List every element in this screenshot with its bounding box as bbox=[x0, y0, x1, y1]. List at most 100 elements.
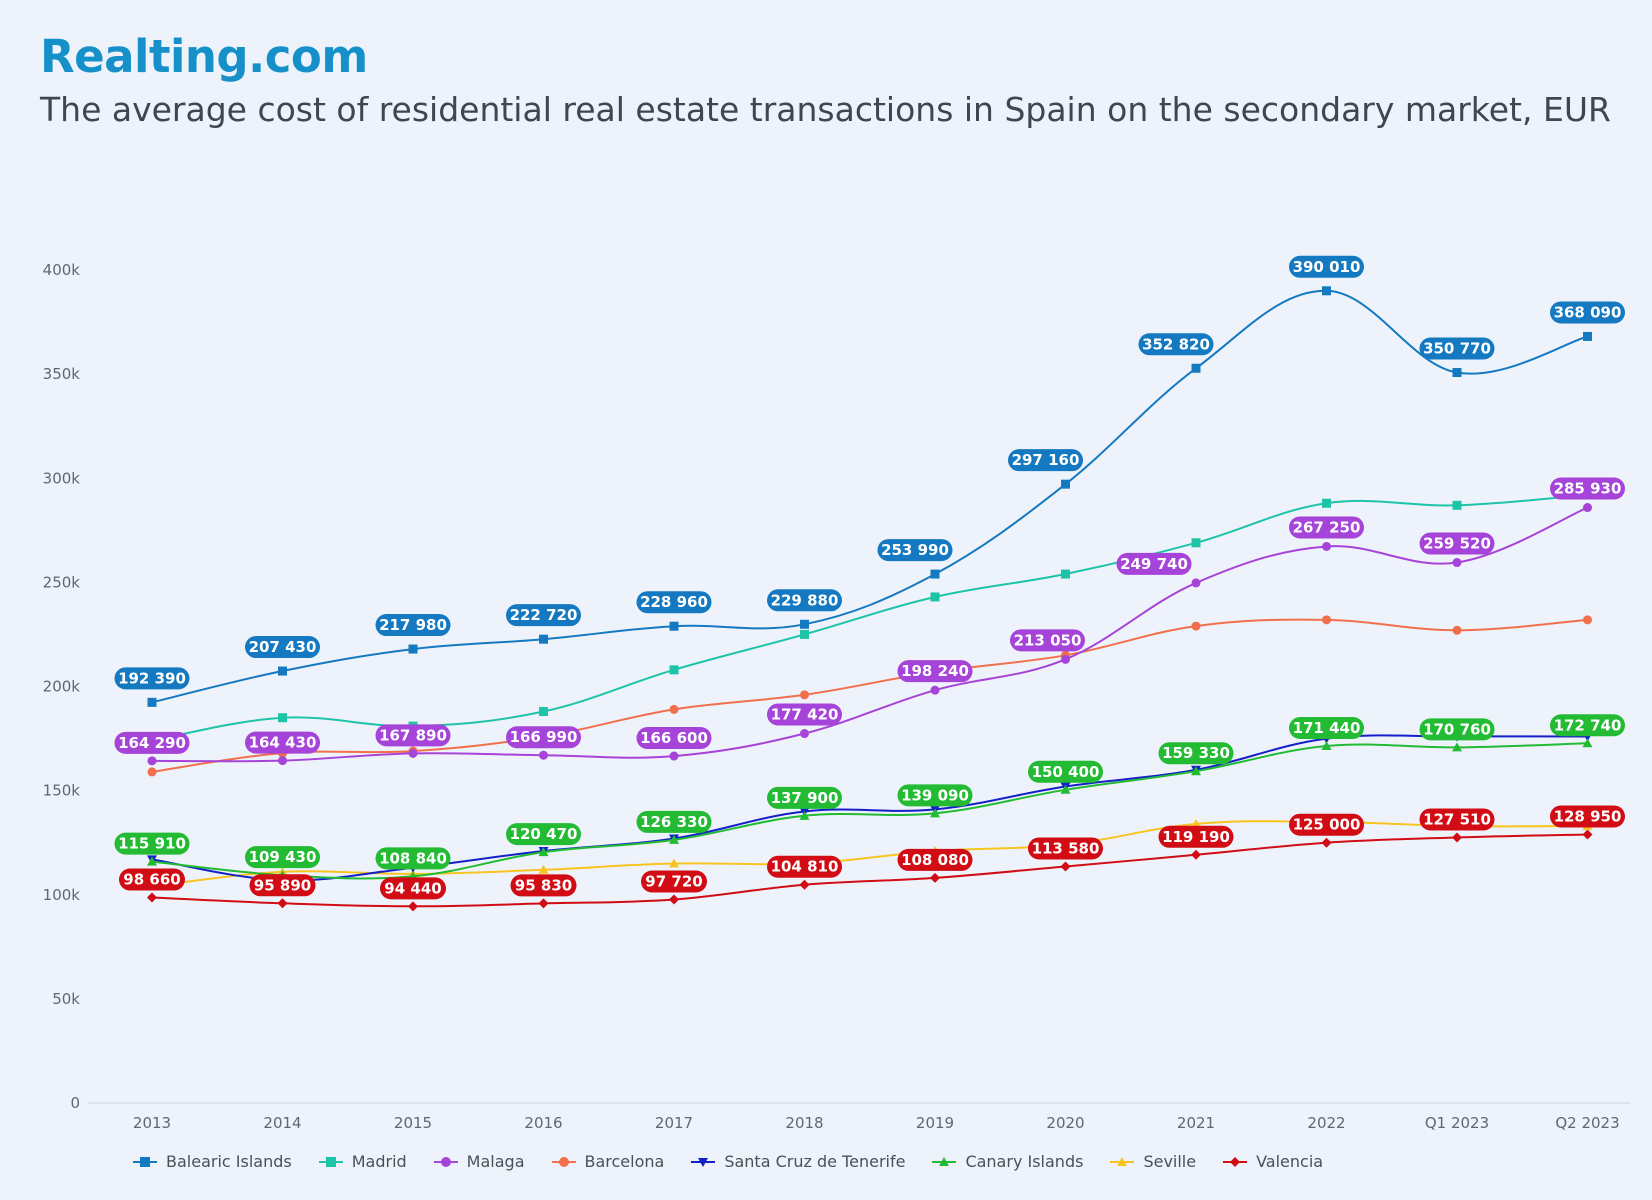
series-line bbox=[151, 506, 1588, 763]
data-label: 120 470 bbox=[506, 823, 581, 846]
series-malaga bbox=[147, 503, 1592, 766]
data-label-bg bbox=[1419, 808, 1495, 831]
data-point bbox=[1452, 368, 1462, 378]
data-point bbox=[539, 750, 548, 760]
data-label-text: 297 160 bbox=[1012, 451, 1080, 469]
data-label-text: 98 660 bbox=[123, 871, 180, 889]
data-label: 259 520 bbox=[1419, 532, 1495, 555]
data-label-bg bbox=[114, 667, 190, 690]
data-label: 150 400 bbox=[1028, 760, 1103, 783]
data-label-text: 253 990 bbox=[881, 541, 949, 559]
legend-label: Valencia bbox=[1256, 1152, 1324, 1171]
data-label-text: 171 440 bbox=[1293, 719, 1361, 737]
data-point bbox=[1191, 538, 1201, 548]
legend-item[interactable]: Balearic Islands bbox=[132, 1152, 292, 1171]
data-label-text: 108 080 bbox=[901, 851, 969, 869]
data-label-bg bbox=[1138, 333, 1214, 356]
legend-item[interactable]: Valencia bbox=[1222, 1152, 1323, 1171]
data-label: 285 930 bbox=[1550, 477, 1625, 500]
data-label: 192 390 bbox=[114, 667, 190, 690]
data-point bbox=[930, 685, 940, 695]
legend-label: Seville bbox=[1143, 1152, 1197, 1171]
data-label-text: 249 740 bbox=[1120, 555, 1188, 573]
x-tick-label: Q1 2023 bbox=[1425, 1114, 1489, 1132]
data-label-bg bbox=[897, 660, 973, 683]
legend-item[interactable]: Canary Islands bbox=[931, 1152, 1083, 1171]
data-point bbox=[669, 858, 679, 868]
legend-swatch-icon bbox=[433, 1156, 458, 1167]
x-tick-label: 2018 bbox=[785, 1114, 823, 1132]
data-point bbox=[930, 592, 940, 602]
legend-item[interactable]: Malaga bbox=[433, 1152, 525, 1171]
data-label: 229 880 bbox=[767, 589, 842, 612]
data-point bbox=[147, 856, 157, 866]
data-label-bg bbox=[119, 868, 185, 891]
legend-item[interactable]: Seville bbox=[1109, 1152, 1196, 1171]
data-label-bg bbox=[375, 724, 451, 747]
series-line bbox=[151, 820, 1588, 888]
data-point bbox=[538, 847, 549, 857]
data-label: 171 440 bbox=[1289, 716, 1364, 739]
x-tick-label: 2016 bbox=[524, 1114, 562, 1132]
y-tick-label: 350k bbox=[43, 365, 81, 383]
data-label-bg bbox=[114, 832, 190, 855]
series-line bbox=[151, 618, 1588, 773]
data-label: 166 600 bbox=[636, 727, 712, 750]
data-point bbox=[669, 665, 679, 675]
data-label-bg bbox=[897, 784, 973, 807]
data-label-bg bbox=[1550, 477, 1625, 500]
x-tick-label: 2015 bbox=[394, 1114, 432, 1132]
data-point bbox=[1060, 861, 1071, 872]
data-point bbox=[1191, 363, 1201, 373]
data-point bbox=[930, 808, 940, 818]
data-label-text: 94 440 bbox=[384, 879, 441, 897]
data-label-text: 170 760 bbox=[1423, 720, 1491, 738]
data-label-bg bbox=[767, 589, 842, 612]
data-label-text: 368 090 bbox=[1554, 303, 1622, 321]
data-label-text: 192 390 bbox=[118, 669, 186, 687]
data-point bbox=[538, 898, 549, 909]
data-label: 177 420 bbox=[767, 703, 842, 726]
series-line bbox=[151, 833, 1588, 908]
data-label-text: 390 010 bbox=[1293, 258, 1361, 276]
legend-item[interactable]: Madrid bbox=[318, 1152, 407, 1171]
data-label-text: 177 420 bbox=[771, 706, 839, 724]
data-point bbox=[538, 864, 549, 874]
data-point bbox=[147, 697, 157, 707]
data-point bbox=[278, 713, 287, 723]
data-point bbox=[669, 894, 679, 905]
data-label-bg bbox=[1010, 629, 1085, 652]
data-label-text: 95 830 bbox=[515, 876, 572, 894]
series-line bbox=[151, 289, 1588, 704]
data-label-text: 213 050 bbox=[1014, 631, 1082, 649]
legend-item[interactable]: Santa Cruz de Tenerife bbox=[690, 1152, 905, 1171]
data-label: 164 430 bbox=[245, 731, 320, 754]
series-valencia bbox=[147, 829, 1593, 912]
y-tick-label: 300k bbox=[43, 469, 81, 487]
data-point bbox=[1061, 479, 1070, 489]
y-tick-label: 400k bbox=[43, 261, 81, 279]
data-label-text: 120 470 bbox=[510, 825, 578, 843]
legend-item[interactable]: Barcelona bbox=[551, 1152, 664, 1171]
data-label-text: 167 890 bbox=[379, 726, 447, 744]
data-label: 108 080 bbox=[897, 848, 973, 871]
x-tick-label: 2019 bbox=[916, 1114, 954, 1132]
data-label-bg bbox=[636, 810, 712, 833]
data-label: 217 980 bbox=[375, 614, 451, 637]
data-label-text: 115 910 bbox=[118, 835, 186, 853]
data-point bbox=[800, 729, 809, 739]
data-label-text: 350 770 bbox=[1423, 340, 1491, 358]
data-point bbox=[930, 569, 940, 579]
data-label-text: 259 520 bbox=[1423, 535, 1491, 553]
legend-label: Malaga bbox=[466, 1152, 525, 1171]
data-label: 159 330 bbox=[1158, 742, 1234, 765]
legend-swatch-icon bbox=[1110, 1156, 1135, 1166]
data-point bbox=[1452, 500, 1462, 510]
data-label-bg bbox=[249, 874, 316, 897]
data-point bbox=[930, 872, 940, 883]
data-point bbox=[669, 621, 679, 631]
data-point bbox=[1582, 738, 1593, 748]
series-line bbox=[151, 493, 1588, 742]
data-point bbox=[147, 892, 157, 903]
data-label-text: 217 980 bbox=[379, 616, 447, 634]
